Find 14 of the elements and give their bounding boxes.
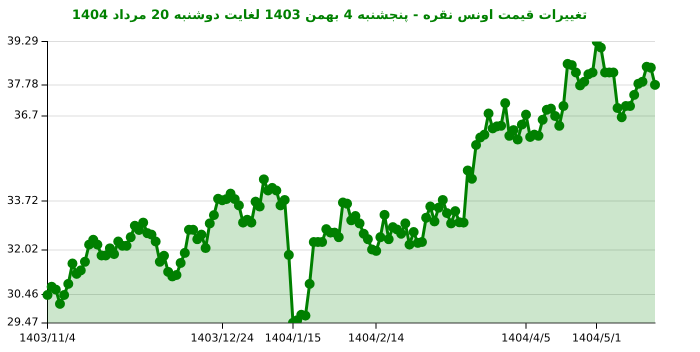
chart-title: تغییرات قیمت اونس نقره - پنجشنبه 4 بهمن 1403 لغایت دوشنبه 20 مرداد 1404 [72, 8, 588, 24]
y-tick-label: 33.72 [6, 194, 38, 207]
x-tick-label: 1404/4/5 [501, 331, 551, 344]
y-tick-label: 29.47 [6, 316, 38, 329]
y-tick-label: 30.46 [6, 287, 38, 300]
x-tick-label: 1404/5/1 [572, 331, 622, 344]
x-tick-label: 1403/12/24 [190, 331, 254, 344]
x-tick-label: 1404/1/15 [264, 331, 322, 344]
y-tick-label: 39.29 [6, 34, 38, 48]
y-tick-label: 37.78 [6, 78, 38, 91]
x-tick-label: 1403/11/4 [19, 331, 76, 344]
y-tick-label: 32.02 [6, 242, 38, 256]
x-tick-label: 1404/2/14 [348, 331, 404, 344]
y-tick-label: 36.7 [14, 108, 38, 122]
